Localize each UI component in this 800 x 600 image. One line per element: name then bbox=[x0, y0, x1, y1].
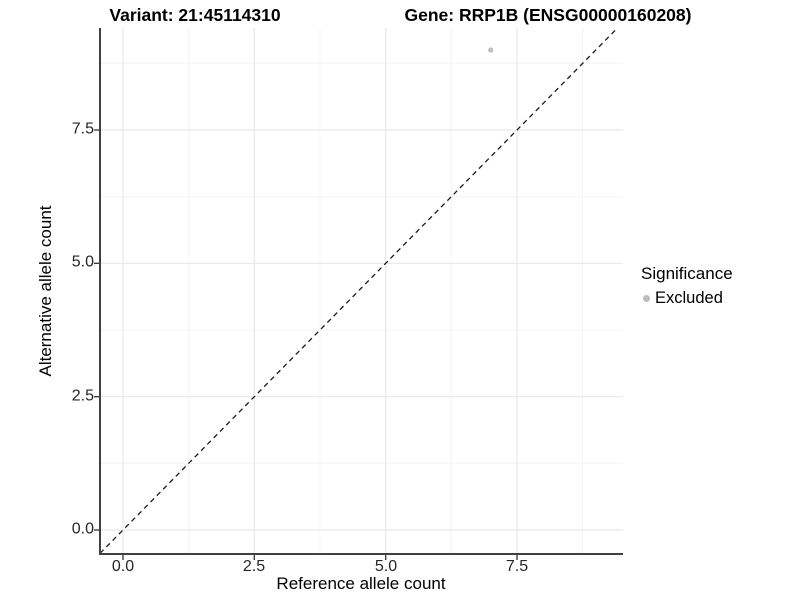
identity-line bbox=[99, 27, 618, 554]
variant-title: Variant: 21:45114310 bbox=[109, 5, 281, 25]
data-points bbox=[488, 47, 494, 53]
y-tick-label: 0.0 bbox=[71, 520, 94, 538]
data-point bbox=[488, 47, 494, 53]
excluded-point-swatch-icon bbox=[643, 295, 650, 302]
x-axis-title: Reference allele count bbox=[276, 574, 446, 593]
panel-background bbox=[100, 28, 623, 554]
legend: Significance Excluded bbox=[641, 264, 733, 308]
y-axis-title: Alternative allele count bbox=[36, 205, 55, 377]
x-tick-label: 2.5 bbox=[242, 558, 266, 575]
gene-title: Gene: RRP1B (ENSG00000160208) bbox=[404, 5, 692, 25]
x-tick-label: 7.5 bbox=[505, 558, 529, 575]
x-tick-label: 5.0 bbox=[374, 558, 398, 575]
y-tick-label: 2.5 bbox=[71, 387, 94, 405]
legend-item-excluded: Excluded bbox=[643, 289, 733, 308]
major-gridlines bbox=[100, 28, 623, 554]
y-tick-label: 5.0 bbox=[71, 253, 94, 271]
y-tick-label: 7.5 bbox=[71, 120, 94, 138]
legend-title: Significance bbox=[641, 264, 733, 283]
legend-item-label: Excluded bbox=[655, 289, 723, 307]
minor-gridlines bbox=[100, 28, 623, 554]
axis-lines bbox=[99, 28, 623, 555]
tick-marks bbox=[94, 129, 518, 560]
x-tick-label: 0.0 bbox=[111, 558, 135, 575]
